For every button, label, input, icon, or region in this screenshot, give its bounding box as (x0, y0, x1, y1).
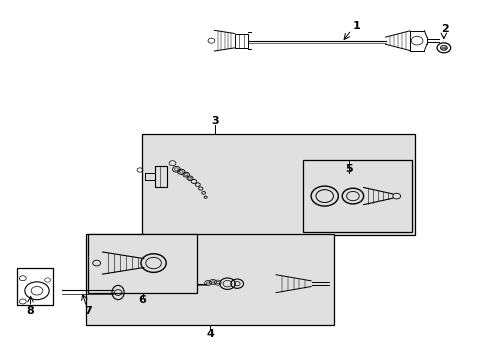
Bar (234, 33, 248, 48)
Text: 4: 4 (206, 329, 214, 339)
Text: 3: 3 (211, 116, 219, 126)
Bar (302, 160, 411, 232)
Text: 7: 7 (84, 306, 92, 316)
Bar (17, 267, 53, 305)
Text: 8: 8 (27, 306, 34, 316)
Bar (86, 234, 334, 325)
Text: 2: 2 (441, 24, 448, 34)
Text: 6: 6 (139, 296, 146, 305)
Text: 1: 1 (352, 21, 360, 31)
Bar (142, 134, 414, 235)
Text: 5: 5 (345, 164, 352, 174)
Bar (154, 166, 166, 187)
Bar (88, 234, 197, 293)
